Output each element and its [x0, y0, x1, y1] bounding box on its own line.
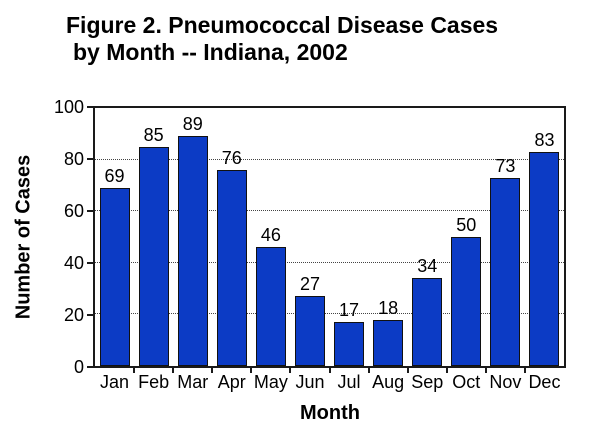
bar-value-mar: 89: [182, 114, 203, 135]
bar-apr: [216, 169, 247, 366]
x-tick-label-nov: Nov: [489, 372, 522, 392]
y-tick-label-100: 100: [53, 97, 84, 117]
x-tick-mark-4: [250, 368, 253, 373]
chart-title-line1: Figure 2. Pneumococcal Disease Cases: [66, 12, 499, 38]
x-tick-label-dec: Dec: [528, 372, 561, 392]
x-tick-label-oct: Oct: [452, 372, 481, 392]
x-tick-mark-8: [406, 368, 409, 373]
chart-title: Figure 2. Pneumococcal Disease Cases by …: [66, 12, 498, 66]
y-tick-label-60: 60: [63, 201, 84, 221]
bar-value-jan: 69: [104, 165, 125, 186]
x-tick-mark-11: [523, 368, 526, 373]
y-tick-label-40: 40: [63, 253, 84, 273]
y-tick-mark-80: [87, 158, 93, 160]
x-tick-mark-3: [211, 368, 214, 373]
bar-value-oct: 50: [456, 215, 477, 235]
x-tick-label-sep: Sep: [411, 372, 444, 392]
y-tick-mark-20: [87, 314, 93, 316]
x-tick-mark-5: [289, 368, 292, 373]
bar-aug: [373, 319, 404, 366]
y-tick-label-20: 20: [63, 305, 84, 325]
bar-feb: [138, 146, 169, 366]
y-tick-label-0: 0: [73, 357, 84, 377]
x-tick-mark-2: [172, 368, 175, 373]
gridline-80: [95, 158, 564, 160]
bar-value-dec: 83: [534, 129, 555, 150]
bar-sep: [412, 278, 443, 366]
y-axis-title: Number of Cases: [12, 154, 35, 320]
bar-value-may: 46: [260, 225, 281, 246]
x-tick-label-feb: Feb: [138, 372, 170, 392]
bar-value-nov: 73: [495, 155, 516, 176]
bar-value-feb: 85: [143, 124, 164, 145]
y-tick-mark-60: [87, 210, 93, 212]
bars-layer: 69 85 89 76 46 27 17 18 34 50 73 83: [95, 108, 564, 366]
x-tick-mark-7: [367, 368, 370, 373]
bar-mar: [177, 136, 208, 366]
bar-value-jun: 27: [299, 274, 320, 295]
x-tick-label-may: May: [253, 372, 288, 392]
x-tick-label-jan: Jan: [100, 372, 130, 392]
bar-dec: [529, 151, 560, 366]
bar-jul: [334, 322, 365, 366]
x-tick-mark-1: [133, 368, 136, 373]
x-tick-label-jul: Jul: [337, 372, 361, 392]
bar-nov: [490, 177, 521, 366]
y-tick-mark-0: [87, 366, 93, 368]
x-tick-label-aug: Aug: [372, 372, 405, 392]
gridline-40: [95, 261, 564, 263]
bar-jan: [99, 187, 130, 366]
bar-value-jul: 17: [339, 300, 360, 321]
bar-may: [255, 247, 286, 366]
x-tick-mark-6: [328, 368, 331, 373]
y-tick-label-80: 80: [63, 149, 84, 169]
bar-value-aug: 18: [378, 297, 399, 318]
chart-title-line2: by Month -- Indiana, 2002: [73, 39, 348, 65]
gridline-60: [95, 210, 564, 212]
plot-area: 69 85 89 76 46 27 17 18 34 50 73 83: [93, 106, 566, 368]
x-tick-mark-9: [445, 368, 448, 373]
x-tick-label-mar: Mar: [177, 372, 209, 392]
bar-oct: [451, 237, 482, 366]
gridline-20: [95, 313, 564, 315]
y-tick-mark-100: [87, 106, 93, 108]
bar-value-sep: 34: [417, 256, 438, 277]
bar-jun: [294, 296, 325, 366]
y-tick-mark-40: [87, 262, 93, 264]
x-tick-mark-10: [484, 368, 487, 373]
bar-value-apr: 76: [221, 147, 242, 168]
x-tick-label-apr: Apr: [217, 372, 246, 392]
x-axis-title: Month: [300, 402, 360, 424]
gridlines-layer: [95, 108, 564, 366]
x-tick-label-jun: Jun: [295, 372, 325, 392]
